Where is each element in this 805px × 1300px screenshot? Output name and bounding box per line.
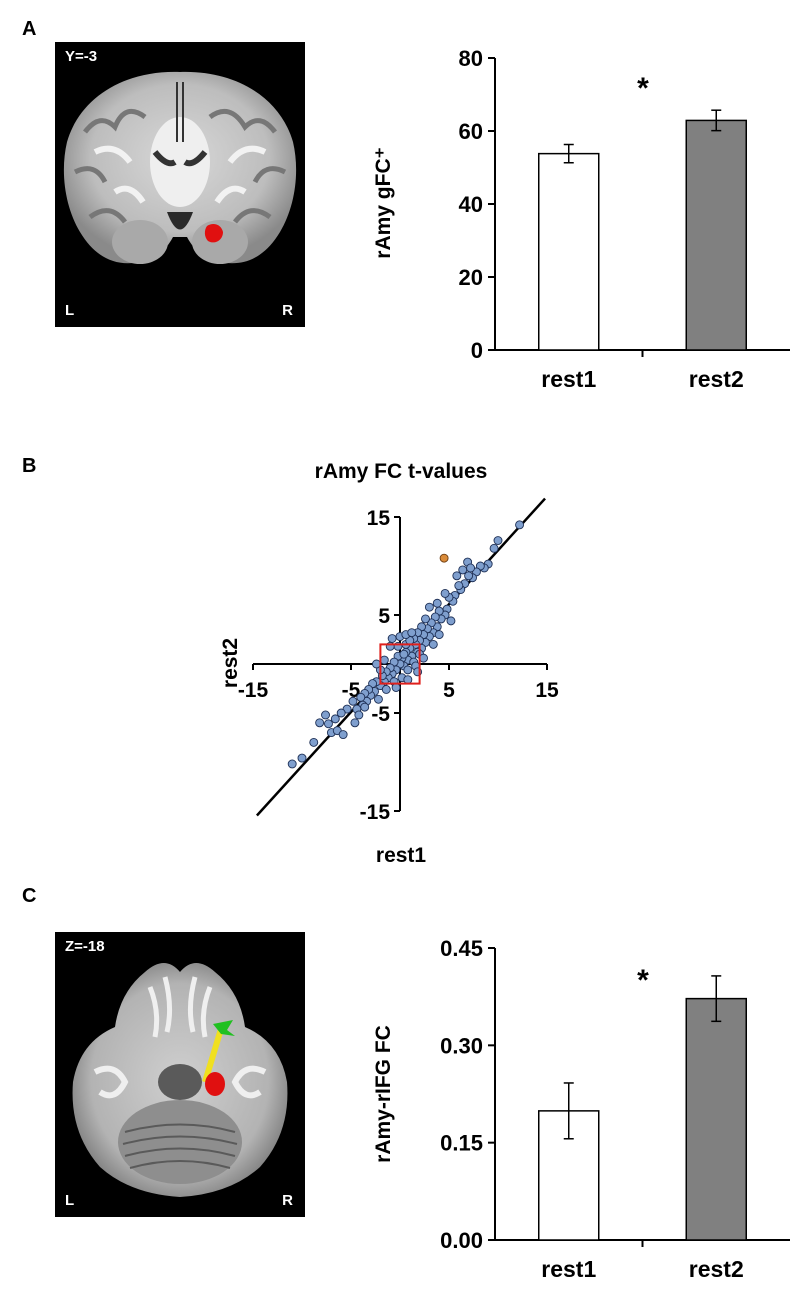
y-tick-label: 5 <box>378 605 390 628</box>
axial-brain-drawing <box>72 963 288 1197</box>
scatter-point <box>493 536 503 545</box>
scatter-point <box>338 730 348 740</box>
chart-title: rAmy FC t-values <box>315 460 488 483</box>
scatter-point <box>428 639 438 649</box>
amygdala-roi-marker <box>204 224 223 243</box>
x-tick-label: rest2 <box>689 366 744 392</box>
scatter-point <box>381 685 391 694</box>
scatter-point <box>315 718 325 728</box>
scatter-chart-b: rAmy FC t-values rest1 rest2 -15 -5 5 15 15 5… <box>219 460 559 867</box>
scatter-point <box>330 714 340 724</box>
scatter-point <box>434 630 444 640</box>
scatter-point <box>421 614 430 624</box>
scatter-point <box>452 571 462 581</box>
scatter-point <box>379 655 389 665</box>
bar-rest2 <box>685 997 747 1241</box>
highlighted-point <box>439 553 449 563</box>
scatter-point <box>454 581 464 591</box>
connection-line <box>202 1028 224 1083</box>
y-tick-label: -5 <box>371 703 390 726</box>
y-tick-label: 0.30 <box>440 1033 483 1058</box>
scatter-point <box>419 653 428 663</box>
coronal-brain-image: Y=-3 L R <box>55 42 305 327</box>
scatter-point <box>424 602 434 612</box>
bar-chart-c: rAmy-rIFG FC * 0.00 0.15 0.30 0.45 rest1 rest… <box>372 936 790 1282</box>
y-tick-label: 20 <box>459 265 483 290</box>
y-axis-label: rest2 <box>219 638 242 688</box>
x-tick-label: rest2 <box>689 1256 744 1282</box>
scatter-point <box>360 702 370 712</box>
y-tick-label: -15 <box>360 801 391 824</box>
scatter-point <box>407 628 417 638</box>
scatter-point <box>391 683 401 692</box>
x-tick-label: rest1 <box>541 1256 596 1282</box>
scatter-point <box>466 563 476 573</box>
bar-chart-a: rAmy gFC⁺ * 0 20 40 60 80 rest1 rest2 <box>372 46 790 392</box>
y-axis-label: rAmy-rIFG FC <box>372 1025 395 1163</box>
scatter-point <box>489 543 499 553</box>
scatter-point <box>399 649 409 659</box>
bar-rest1 <box>538 152 600 351</box>
scatter-point <box>321 710 330 720</box>
scatter-point <box>324 719 333 729</box>
y-tick-label: 40 <box>459 192 483 217</box>
scatter-point <box>348 696 358 706</box>
y-tick-label: 60 <box>459 119 483 144</box>
x-tick-label: rest1 <box>541 366 596 392</box>
scatter-point <box>356 692 366 702</box>
y-tick-label: 0 <box>471 338 483 363</box>
axial-brain-image: Z=-18 L R <box>55 932 305 1217</box>
scatter-point <box>446 616 456 626</box>
scatter-point <box>336 708 346 718</box>
scatter-point <box>309 737 319 747</box>
x-axis-label: rest1 <box>376 844 427 867</box>
y-tick-label: 0.00 <box>440 1228 483 1253</box>
bar-rest2 <box>685 119 747 351</box>
panel-letter-c: C <box>22 885 37 907</box>
scatter-point <box>403 675 413 685</box>
scatter-point <box>354 710 364 720</box>
x-tick-label: -5 <box>342 679 361 702</box>
scatter-point <box>373 694 383 704</box>
significance-marker: * <box>637 964 649 997</box>
x-tick-label: 15 <box>535 679 559 702</box>
rifg-marker <box>213 1020 235 1036</box>
panel-letter-a: A <box>22 18 37 40</box>
scatter-point <box>372 659 381 669</box>
y-axis-label: rAmy gFC⁺ <box>372 147 395 258</box>
y-tick-label: 80 <box>459 46 483 71</box>
right-hemisphere-label: R <box>282 302 293 319</box>
y-tick-label: 0.15 <box>440 1131 483 1156</box>
x-tick-label: 5 <box>443 679 455 702</box>
scatter-point <box>350 718 360 728</box>
amygdala-seed-marker <box>205 1072 225 1096</box>
slice-coordinate-label: Y=-3 <box>65 48 98 65</box>
scatter-point <box>440 588 450 598</box>
roi-box <box>379 643 421 685</box>
panel-letter-b: B <box>22 455 37 477</box>
y-tick-label: 0.45 <box>440 936 483 961</box>
right-hemisphere-label: R <box>282 1192 293 1209</box>
left-hemisphere-label: L <box>65 1192 75 1209</box>
scatter-point <box>387 634 397 643</box>
y-tick-label: 15 <box>367 507 391 530</box>
scatter-point <box>287 759 297 769</box>
scatter-point <box>515 520 525 530</box>
scatter-point <box>403 665 413 675</box>
x-tick-label: -15 <box>238 679 269 702</box>
left-hemisphere-label: L <box>65 302 75 319</box>
scatter-point <box>297 753 307 763</box>
scatter-point <box>432 598 442 608</box>
slice-coordinate-label: Z=-18 <box>65 938 105 955</box>
significance-marker: * <box>637 72 649 105</box>
coronal-brain-drawing <box>63 71 297 264</box>
